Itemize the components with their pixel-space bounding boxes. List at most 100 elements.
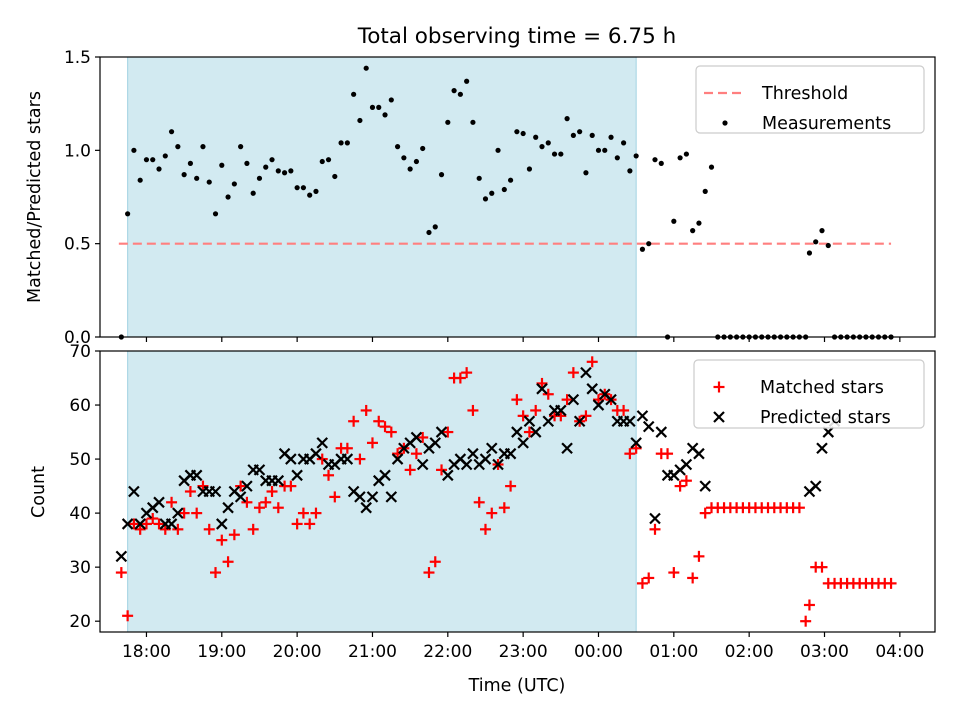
predicted-star-point (485, 442, 498, 455)
matched-star-point (147, 513, 159, 525)
predicted-star-point (134, 518, 146, 530)
predicted-star-point-b (598, 388, 611, 401)
matched-star-point (693, 550, 705, 562)
x-axis-label: Time (UTC) (468, 676, 566, 696)
measurement-point (388, 97, 394, 103)
measurement-point (382, 112, 388, 118)
matched-star-point (662, 448, 674, 460)
matched-star-point (668, 567, 680, 579)
predicted-star-point-b (354, 491, 366, 503)
measurement-point (294, 185, 300, 191)
predicted-star-point-b (153, 496, 165, 509)
predicted-star-point-b (216, 518, 228, 530)
predicted-star-point-b (165, 518, 178, 530)
y-tick-label: 40 (69, 504, 91, 524)
legend-predicted-swatch (713, 411, 725, 423)
matched-star-point (680, 475, 692, 487)
matched-star-point (461, 367, 473, 379)
predicted-star-point (341, 453, 354, 465)
measurement-point (507, 177, 514, 183)
predicted-star-point (680, 458, 693, 471)
predicted-star-point (630, 437, 642, 449)
measurement-point (451, 88, 457, 94)
matched-star-point (643, 572, 655, 584)
predicted-star-point-b (517, 437, 529, 449)
predicted-star-point (222, 501, 234, 514)
legend-label: Matched stars (760, 378, 884, 398)
predicted-star-point (561, 442, 573, 455)
measurement-point (244, 160, 250, 166)
measurement-point (658, 160, 664, 166)
predicted-star-point-b (542, 415, 555, 428)
matched-star-point (253, 502, 265, 514)
legend-label: Predicted stars (760, 408, 891, 428)
predicted-star-point-b (567, 393, 580, 406)
matched-star-point (210, 567, 222, 579)
predicted-star-point (592, 399, 605, 411)
measurement-point (150, 157, 156, 163)
predicted-star-point (115, 550, 128, 563)
matched-star-point (523, 426, 535, 438)
predicted-star-point-b (454, 453, 467, 465)
predicted-star-point (536, 383, 548, 395)
measurement-point (457, 91, 463, 97)
matched-star-point (423, 567, 435, 579)
matched-star-point (191, 507, 203, 519)
x-tick-label: 00:00 (574, 642, 623, 662)
x-tick-label: 01:00 (649, 642, 698, 662)
y-tick-label: 60 (69, 396, 91, 416)
observing-window-band (127, 351, 637, 632)
matched-star-point (429, 556, 441, 568)
measurement-point (671, 218, 677, 224)
measurement-point (325, 157, 332, 163)
predicted-star-point-b (291, 469, 303, 482)
measurement-point (813, 239, 819, 245)
y-tick-label: 1.0 (64, 141, 91, 161)
matched-star-point (699, 507, 711, 519)
matched-star-point (241, 496, 253, 508)
measurement-point (369, 104, 376, 110)
predicted-star-point-b (636, 410, 649, 422)
predicted-star-point (517, 437, 529, 449)
measurement-point (338, 140, 344, 146)
matched-star-point (228, 529, 240, 541)
measurement-point (137, 177, 143, 183)
matched-star-point (530, 404, 542, 416)
y-tick-label: 1.5 (64, 48, 91, 68)
measurement-point (806, 250, 813, 256)
x-tick-label: 03:00 (800, 642, 849, 662)
predicted-star-point-b (555, 404, 567, 417)
matched-star-point (517, 410, 529, 422)
predicted-star-point-b (115, 550, 128, 563)
predicted-star-point (316, 437, 329, 449)
measurement-point (275, 168, 281, 174)
matched-star-point (392, 448, 404, 460)
measurement-point (125, 211, 131, 217)
measurement-point (608, 134, 614, 140)
matched-star-point (793, 502, 805, 514)
measurement-point (162, 153, 168, 159)
matched-star-point (260, 496, 272, 508)
predicted-star-point (642, 420, 655, 433)
measurement-point (583, 170, 589, 176)
predicted-star-point (542, 415, 555, 428)
measurement-point (702, 188, 708, 194)
predicted-star-point (511, 426, 523, 438)
predicted-star-point-b (379, 469, 391, 482)
predicted-star-point (624, 415, 636, 428)
axes-frame (99, 56, 936, 338)
predicted-star-point (816, 442, 828, 455)
legend-label: Threshold (761, 84, 848, 104)
matched-star-point (624, 448, 636, 460)
matched-star-point (542, 388, 554, 400)
matched-star-point (592, 394, 604, 406)
measurement-point (551, 151, 558, 157)
predicted-star-point-b (278, 447, 291, 460)
predicted-star-point (504, 447, 517, 460)
predicted-star-point (216, 518, 228, 530)
matched-star-point (153, 518, 165, 530)
measurement-point (564, 116, 570, 122)
measurement-point (470, 119, 476, 125)
measurement-point (476, 175, 482, 181)
matched-star-point (505, 480, 517, 492)
